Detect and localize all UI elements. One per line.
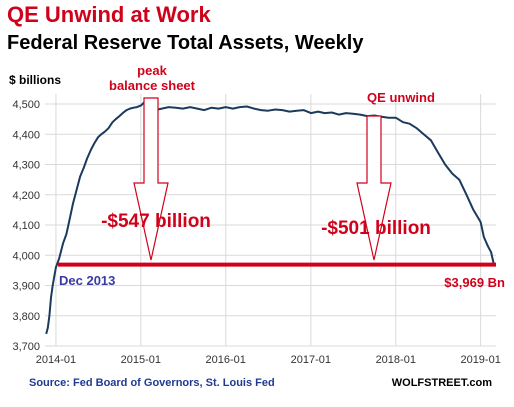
y-tick-label: 3,900 [12, 281, 40, 293]
qe-unwind-label: QE unwind [367, 90, 435, 105]
y-axis-label: $ billions [9, 73, 62, 87]
x-tick-label: 2019-01 [460, 354, 500, 366]
chart-title: QE Unwind at Work [7, 2, 211, 27]
drop-arrow-right [356, 115, 392, 261]
gridlines [45, 94, 496, 347]
y-tick-label: 4,300 [12, 160, 40, 172]
x-tick-label: 2018-01 [376, 354, 416, 366]
baseline-end-label: $3,969 Bn [444, 275, 505, 290]
y-tick-label: 3,800 [12, 311, 40, 323]
peak-label-line1: peak [137, 63, 167, 78]
drop-label-left: -$547 billion [101, 211, 211, 232]
x-tick-label: 2015-01 [121, 354, 161, 366]
y-tick-label: 4,200 [12, 190, 40, 202]
x-tick-label: 2016-01 [206, 354, 246, 366]
chart-subtitle: Federal Reserve Total Assets, Weekly [7, 32, 364, 54]
y-tick-label: 4,400 [12, 129, 40, 141]
x-tick-label: 2017-01 [291, 354, 331, 366]
y-tick-label: 3,700 [12, 341, 40, 353]
total-assets-line [45, 101, 495, 335]
baseline-start-label: Dec 2013 [59, 273, 115, 288]
drop-label-right: -$501 billion [321, 218, 431, 239]
x-tick-label: 2014-01 [36, 354, 76, 366]
y-tick-label: 4,500 [12, 99, 40, 111]
peak-label-line2: balance sheet [109, 78, 196, 93]
source-note: Source: Fed Board of Governors, St. Loui… [29, 377, 275, 389]
brand-label[interactable]: WOLFSTREET.com [391, 377, 492, 389]
x-tick-labels: 2014-01 2015-01 2016-01 2017-01 2018-01 2019-… [36, 354, 501, 366]
drop-arrow-left [133, 97, 169, 261]
y-tick-label: 4,100 [12, 220, 40, 232]
y-tick-label: 4,000 [12, 250, 40, 262]
y-tick-labels: 3,700 3,800 3,900 4,000 4,100 4,200 4,300 4,400… [12, 99, 40, 353]
